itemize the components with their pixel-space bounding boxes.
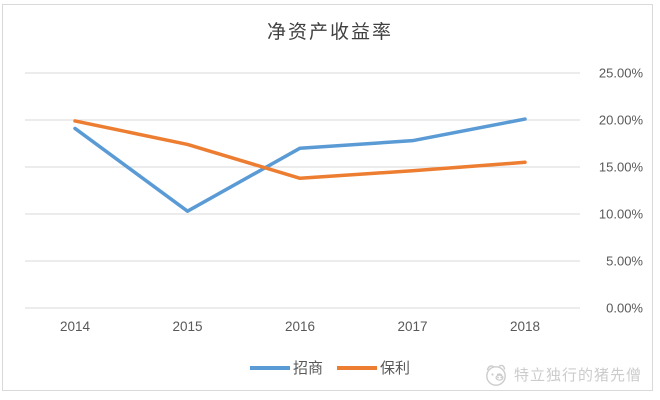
chart-border-frame (2, 4, 653, 391)
legend-line-swatch-orange (337, 365, 377, 370)
watermark: 特立独行的猪先僧 (483, 360, 642, 388)
x-tick-label: 2015 (172, 319, 202, 334)
legend-label-series-1: 保利 (380, 360, 411, 377)
x-tick-label: 2017 (397, 319, 427, 334)
y-tick-label: 20.00% (599, 113, 644, 128)
watermark-text: 特立独行的猪先僧 (513, 366, 642, 384)
y-tick-label: 10.00% (599, 207, 644, 222)
series-line-0 (73, 117, 527, 213)
y-tick-label: 25.00% (599, 66, 644, 81)
y-tick-label: 15.00% (599, 160, 644, 175)
x-tick-label: 2016 (285, 319, 315, 334)
y-tick-label: 5.00% (606, 254, 643, 269)
series-line-1 (73, 119, 527, 181)
pig-face-icon (486, 364, 506, 386)
chart-title: 净资产收益率 (266, 22, 393, 43)
legend: 招商 保利 (0, 357, 660, 378)
legend-item-series-0: 招商 (249, 357, 323, 378)
legend-label-series-0: 招商 (292, 360, 323, 377)
legend-item-series-1: 保利 (337, 357, 410, 378)
legend-line-swatch-blue (249, 365, 290, 370)
x-tick-label: 2014 (60, 319, 91, 334)
y-tick-label: 0.00% (606, 301, 643, 316)
x-tick-label: 2018 (510, 319, 540, 334)
